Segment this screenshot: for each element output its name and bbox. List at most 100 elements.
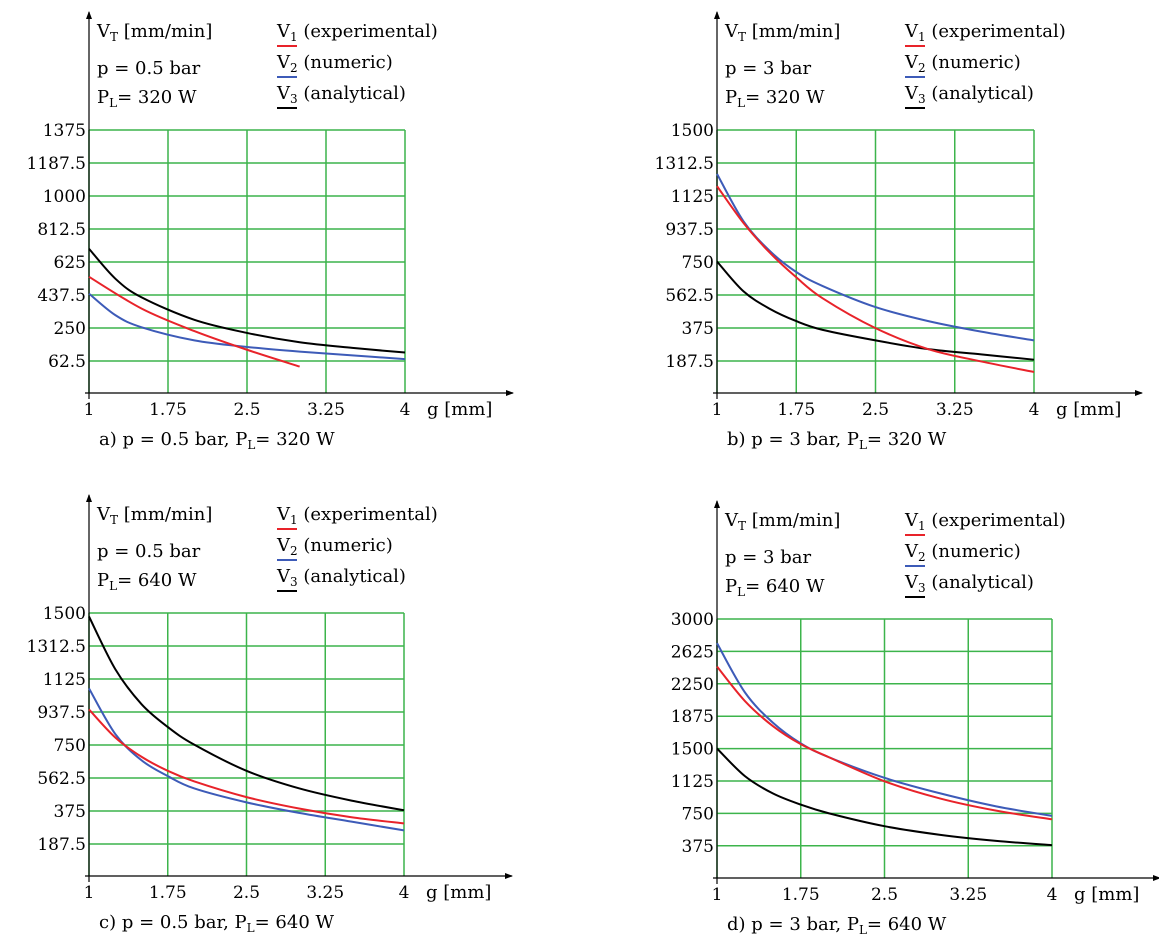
y-tick-label: 375 [682, 319, 714, 339]
legend-item: V3 (analytical) [276, 83, 406, 109]
y-tick-label: 1500 [43, 604, 86, 624]
chart-caption: d) p = 3 bar, PL= 640 W [727, 914, 947, 937]
y-axis-arrow-icon [714, 500, 720, 508]
x-tick-label: 4 [399, 883, 410, 903]
y-axis-arrow-icon [714, 11, 720, 19]
legend-label: V2 (numeric) [904, 52, 1021, 75]
y-tick-label: 937.5 [665, 220, 714, 240]
condition-label: PL= 320 W [725, 87, 825, 110]
series-line-numeric [88, 292, 406, 361]
y-tick-label: 625 [54, 253, 86, 273]
series-line-analytical [716, 260, 1035, 361]
x-tick-label: 1.75 [149, 883, 187, 903]
x-tick-label: 1.75 [149, 400, 187, 420]
series-line-analytical [88, 616, 405, 812]
y-tick-label: 1312.5 [655, 154, 714, 174]
x-tick-label: 1 [712, 400, 723, 420]
condition-label: PL= 640 W [725, 576, 825, 599]
legend-label: V1 (experimental) [276, 504, 438, 527]
x-tick-label: 3.25 [949, 885, 987, 905]
y-tick-label: 750 [682, 253, 714, 273]
legend-item: V1 (experimental) [904, 510, 1066, 536]
chart-caption: a) p = 0.5 bar, PL= 320 W [99, 429, 335, 452]
legend-label: V1 (experimental) [904, 21, 1066, 44]
legend-label: V3 (analytical) [904, 83, 1034, 106]
legend-item: V2 (numeric) [904, 541, 1021, 567]
x-tick-label: 2.5 [233, 883, 260, 903]
y-axis-label: VT [mm/min] [96, 21, 212, 44]
condition-label: p = 3 bar [725, 58, 811, 79]
y-axis-arrow-icon [86, 494, 92, 502]
condition-label: p = 0.5 bar [97, 58, 201, 79]
series-line-experimental [716, 185, 1035, 373]
y-tick-label: 187.5 [37, 835, 86, 855]
x-tick-label: 2.5 [862, 400, 889, 420]
y-tick-label: 2625 [671, 642, 714, 662]
x-axis-label: g [mm] [1056, 399, 1121, 420]
y-tick-label: 812.5 [37, 220, 86, 240]
y-tick-label: 1125 [43, 670, 86, 690]
y-axis-label: VT [mm/min] [724, 21, 840, 44]
y-tick-label: 2250 [671, 675, 714, 695]
y-tick-label: 250 [54, 319, 86, 339]
y-tick-label: 437.5 [37, 286, 86, 306]
y-tick-label: 1125 [671, 772, 714, 792]
y-tick-label: 1500 [671, 121, 714, 141]
y-tick-label: 187.5 [665, 352, 714, 372]
legend-label: V1 (experimental) [904, 510, 1066, 533]
legend-label: V3 (analytical) [276, 83, 406, 106]
x-tick-label: 1 [84, 883, 95, 903]
series-line-experimental [88, 708, 405, 825]
x-tick-label: 1.75 [777, 400, 815, 420]
y-tick-label: 1500 [671, 740, 714, 760]
series-line-experimental [716, 665, 1053, 821]
y-tick-label: 1125 [671, 187, 714, 207]
condition-label: p = 0.5 bar [97, 541, 201, 562]
condition-label: PL= 320 W [97, 87, 197, 110]
x-tick-label: 3.25 [307, 400, 345, 420]
chart-panel-d: 3000 2625 2250 1875 1500 1125 750 375 1 1.75 2.5 3.… [671, 500, 1159, 937]
y-tick-label: 750 [682, 804, 714, 824]
x-tick-label: 4 [400, 400, 411, 420]
legend-label: V2 (numeric) [276, 52, 393, 75]
x-tick-label: 2.5 [233, 400, 260, 420]
x-tick-label: 1 [712, 885, 723, 905]
y-tick-label: 937.5 [37, 703, 86, 723]
x-tick-label: 4 [1029, 400, 1040, 420]
y-tick-label: 750 [54, 736, 86, 756]
legend-item: V1 (experimental) [276, 504, 438, 530]
y-tick-label: 1187.5 [27, 154, 86, 174]
legend-label: V3 (analytical) [904, 572, 1034, 595]
x-axis-arrow-icon [1135, 390, 1143, 396]
legend-item: V3 (analytical) [904, 572, 1034, 598]
y-axis-arrow-icon [86, 11, 92, 19]
series-line-analytical [88, 248, 406, 354]
y-axis-label: VT [mm/min] [724, 510, 840, 533]
y-tick-label: 1875 [671, 707, 714, 727]
y-tick-label: 62.5 [48, 352, 86, 372]
y-tick-label: 375 [54, 802, 86, 822]
series-line-analytical [716, 747, 1053, 847]
legend-item: V2 (numeric) [276, 535, 393, 561]
chart-caption: b) p = 3 bar, PL= 320 W [727, 429, 947, 452]
x-axis-label: g [mm] [1074, 884, 1139, 905]
legend-label: V2 (numeric) [904, 541, 1021, 564]
x-axis-arrow-icon [1153, 875, 1159, 881]
chart-panel-c: 1500 1312.5 1125 937.5 750 562.5 375 187.5 1 1.75… [27, 494, 513, 935]
x-axis-arrow-icon [505, 873, 513, 879]
y-tick-label: 562.5 [665, 286, 714, 306]
x-tick-label: 3.25 [936, 400, 974, 420]
legend-item: V3 (analytical) [276, 566, 406, 592]
series-line-experimental [88, 275, 300, 368]
chart-caption: c) p = 0.5 bar, PL= 640 W [99, 912, 335, 935]
y-tick-label: 562.5 [37, 769, 86, 789]
y-tick-label: 3000 [671, 610, 714, 630]
legend-label: V2 (numeric) [276, 535, 393, 558]
x-tick-label: 1.75 [782, 885, 820, 905]
x-axis-label: g [mm] [427, 399, 492, 420]
legend-item: V1 (experimental) [904, 21, 1066, 47]
condition-label: p = 3 bar [725, 547, 811, 568]
chart-panel-a: 1375 1187.5 1000 812.5 625 437.5 250 62.5 1 1.75 2… [27, 11, 514, 452]
x-tick-label: 1 [84, 400, 95, 420]
